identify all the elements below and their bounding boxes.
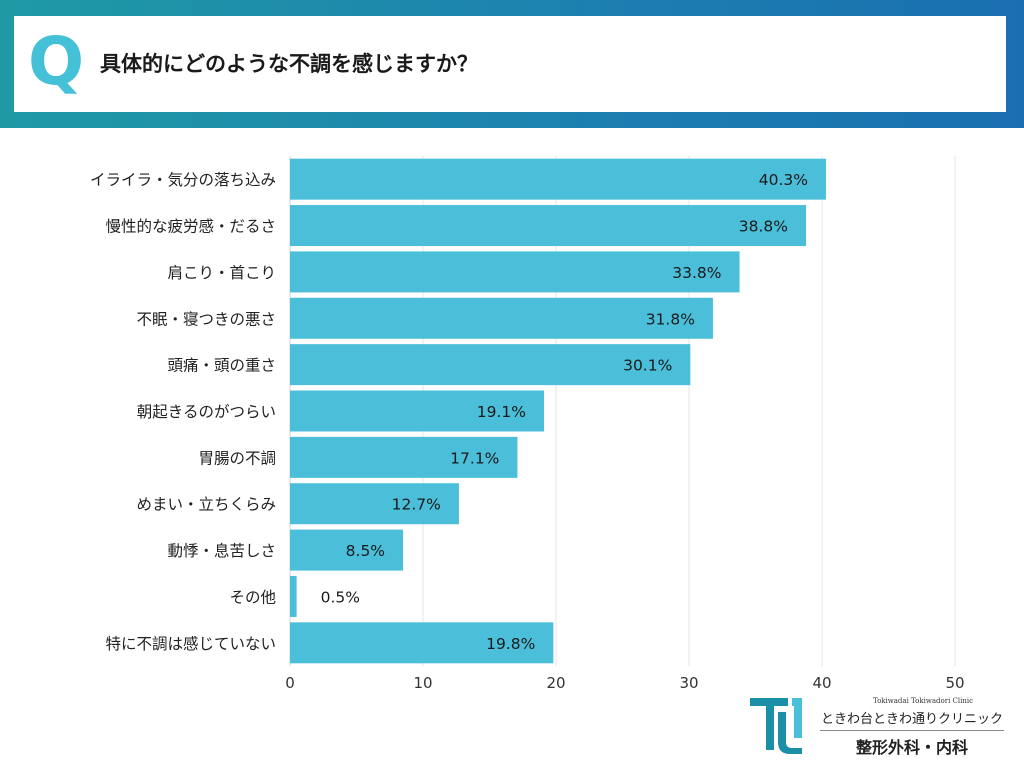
clinic-name: ときわ台ときわ通りクリニック xyxy=(820,712,1003,727)
bar xyxy=(290,251,740,293)
x-tick-label: 30 xyxy=(679,674,698,692)
header-card xyxy=(14,16,1006,112)
data-label: 38.8% xyxy=(739,218,788,236)
category-label: めまい・立ちくらみ xyxy=(136,496,276,514)
category-label: 朝起きるのがつらい xyxy=(137,403,276,421)
bar xyxy=(290,575,297,617)
category-label: 不眠・寝つきの悪さ xyxy=(136,309,276,328)
question-title: 具体的にどのような不調を感じますか？ xyxy=(100,52,478,76)
bar xyxy=(290,622,554,664)
x-tick-label: 10 xyxy=(413,674,432,692)
category-label: 動悸・息苦しさ xyxy=(167,542,276,560)
category-label: 特に不調は感じていない xyxy=(105,635,276,653)
logo-divider xyxy=(820,730,1004,731)
bar xyxy=(290,205,807,247)
bar xyxy=(290,436,518,478)
bar xyxy=(290,483,459,525)
bar xyxy=(290,344,691,386)
data-label: 30.1% xyxy=(623,357,672,375)
clinic-english-name: Tokiwadai Tokiwadori Clinic xyxy=(872,697,974,705)
x-tick-label: 40 xyxy=(812,674,831,692)
category-label: 慢性的な疲労感・だるさ xyxy=(105,218,276,236)
data-label: 12.7% xyxy=(392,496,441,514)
bar xyxy=(290,529,404,571)
data-label: 0.5% xyxy=(321,588,360,606)
data-label: 40.3% xyxy=(759,171,808,189)
data-label: 17.1% xyxy=(450,449,499,467)
data-label: 8.5% xyxy=(346,542,385,560)
data-label: 19.1% xyxy=(477,403,526,421)
category-label: 肩こり・首こり xyxy=(167,264,276,282)
clinic-logo-icon xyxy=(750,698,802,754)
bar xyxy=(290,297,713,339)
clinic-departments: 整形外科・内科 xyxy=(855,738,968,757)
category-label: その他 xyxy=(229,588,276,606)
x-tick-label: 50 xyxy=(945,674,964,692)
data-label: 31.8% xyxy=(646,310,695,328)
category-label: イライラ・気分の落ち込み xyxy=(90,171,276,189)
bar xyxy=(290,158,826,200)
question-mark-badge: Q xyxy=(27,23,85,100)
x-tick-label: 20 xyxy=(546,674,565,692)
data-label: 33.8% xyxy=(672,264,721,282)
x-tick-label: 0 xyxy=(285,674,295,692)
category-label: 頭痛・頭の重さ xyxy=(167,357,276,375)
data-label: 19.8% xyxy=(486,635,535,653)
bar xyxy=(290,390,545,432)
clinic-logo: Tokiwadai Tokiwadori Clinic ときわ台ときわ通りクリニ… xyxy=(748,692,1014,760)
category-label: 胃腸の不調 xyxy=(198,449,276,467)
